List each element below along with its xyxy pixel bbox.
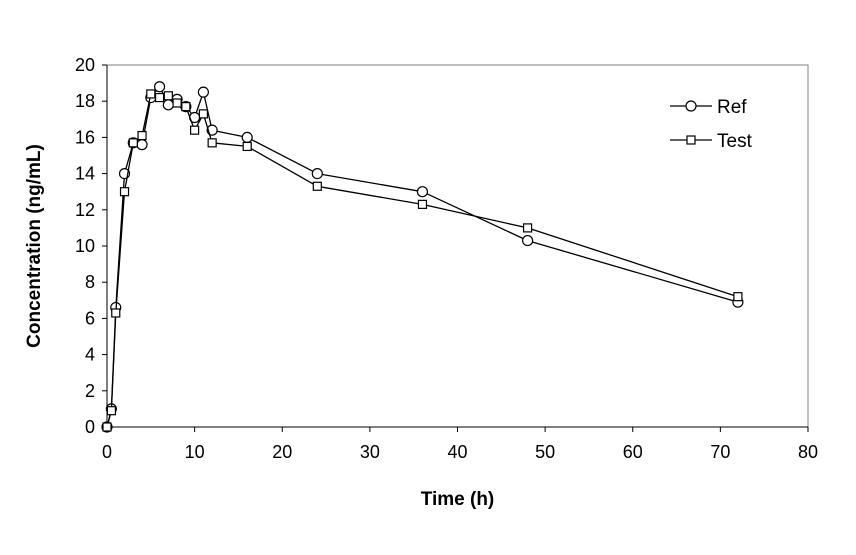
x-tick-label: 50 [535,442,555,462]
y-tick-label: 18 [75,91,95,111]
series-test-point [102,422,112,432]
x-tick-label: 20 [272,442,292,462]
series-test-point [242,141,252,152]
series-test-point [154,92,165,103]
series-test-line [106,93,739,428]
x-tick-label: 70 [710,442,730,462]
legend-test-label: Test [717,131,753,152]
series-test-point [119,187,130,197]
series-ref-point [197,86,209,98]
series-test-point [417,199,428,209]
x-axis: 0 10 20 30 40 50 60 70 80 [102,426,818,462]
series-ref-point [136,139,148,151]
series-test-point [146,89,156,99]
series-test [102,89,743,432]
series-test-point [172,98,182,108]
series-ref-point [311,168,323,180]
series-test-point [733,292,743,302]
x-axis-title: Time (h) [421,489,495,510]
series-ref-point [162,99,174,111]
series-test-point [522,223,533,233]
series-test-point [128,138,138,148]
x-tick-label: 0 [102,442,112,462]
series-ref-point [153,81,166,93]
series-test-point [137,130,147,141]
y-tick-label: 6 [85,308,95,328]
legend: Ref Test [670,97,753,152]
legend-item-ref: Ref [670,97,747,118]
series-ref-point [416,186,429,198]
series-test-point [111,308,121,318]
y-tick-label: 10 [75,236,95,256]
x-tick-label: 40 [447,442,467,462]
x-tick-label: 10 [185,442,205,462]
x-tick-label: 30 [360,442,380,462]
y-tick-label: 12 [75,200,95,220]
legend-ref-label: Ref [717,97,747,118]
series-test-point [207,138,217,148]
y-tick-label: 8 [85,272,95,292]
series-ref-point [241,131,253,143]
series-test-point [181,102,191,112]
series-test-point [190,125,200,135]
series-test-point [312,181,322,191]
y-axis-title: Concentration (ng/mL) [24,144,45,348]
series-test-point [106,406,116,416]
y-tick-label: 16 [75,127,95,147]
series-test-point [198,109,208,119]
legend-item-test: Test [670,131,753,152]
x-tick-label: 60 [623,442,643,462]
y-tick-label: 14 [75,164,95,184]
series-ref-line [106,86,739,428]
legend-ref-marker [685,100,697,112]
y-tick-label: 2 [85,381,95,401]
y-tick-label: 4 [85,345,95,365]
legend-test-marker [686,135,696,145]
y-tick-label: 20 [75,55,95,75]
series-test-point [163,91,173,101]
y-tick-label: 0 [85,417,95,437]
plot-area [106,64,809,428]
plot-border [106,64,809,428]
y-axis: 0 2 4 6 8 10 12 14 16 18 20 [75,55,108,437]
series-ref-point [521,234,534,247]
series-layer [101,81,744,433]
x-tick-label: 80 [798,442,818,462]
